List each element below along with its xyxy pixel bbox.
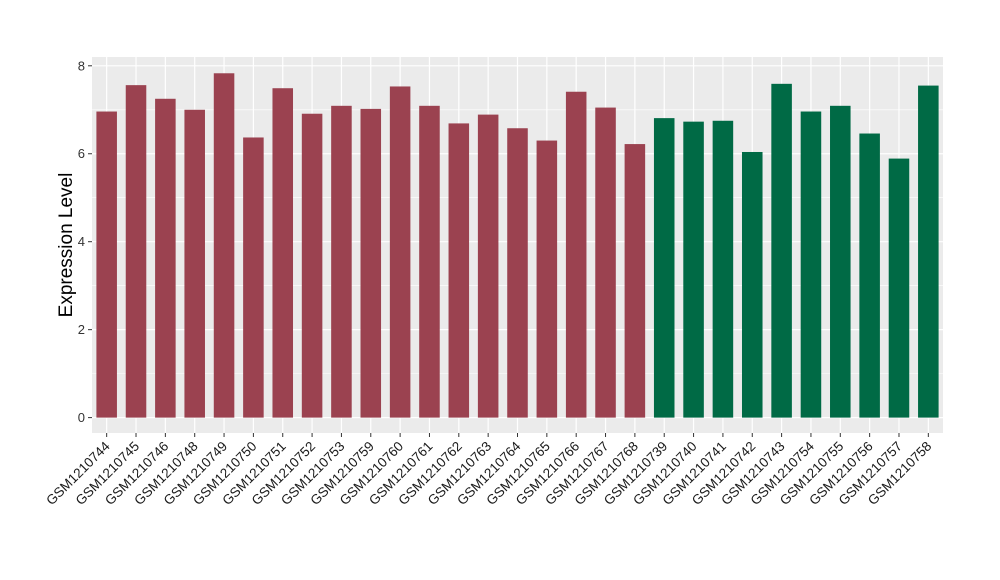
bar-GSM1210741 xyxy=(712,120,734,418)
bar-GSM1210748 xyxy=(184,109,205,418)
bar-GSM1210767 xyxy=(595,107,616,418)
bar-GSM1210758 xyxy=(918,85,939,418)
bar-GSM1210755 xyxy=(830,105,851,418)
bar-GSM1210753 xyxy=(331,105,352,418)
bar-GSM1210740 xyxy=(683,121,704,418)
x-axis: GSM1210744GSM1210745GSM1210746GSM1210748… xyxy=(43,433,934,508)
bar-GSM1210765 xyxy=(536,140,558,418)
y-tick-label: 2 xyxy=(78,322,85,337)
bar-GSM1210760 xyxy=(389,86,411,418)
bar-GSM1210751 xyxy=(272,88,294,418)
bar-GSM1210766 xyxy=(565,91,587,418)
bar-GSM1210749 xyxy=(213,73,235,418)
bar-GSM1210752 xyxy=(301,113,323,418)
y-tick-label: 0 xyxy=(78,410,85,425)
bar-GSM1210761 xyxy=(419,105,440,418)
bars xyxy=(96,73,939,418)
y-tick-label: 4 xyxy=(78,234,85,249)
bar-GSM1210745 xyxy=(125,85,147,418)
bar-GSM1210757 xyxy=(888,158,910,418)
bar-GSM1210756 xyxy=(859,133,880,418)
y-tick-label: 8 xyxy=(78,58,85,73)
y-axis: 0 2 4 6 8 xyxy=(78,58,92,425)
bar-GSM1210762 xyxy=(448,123,470,418)
y-axis-title: Expression Level xyxy=(56,173,77,318)
bar-GSM1210768 xyxy=(624,144,646,418)
bar-GSM1210743 xyxy=(771,83,792,418)
bar-GSM1210763 xyxy=(477,114,499,418)
bar-GSM1210764 xyxy=(507,128,528,418)
bar-GSM1210739 xyxy=(653,118,675,418)
bar-GSM1210746 xyxy=(155,98,176,418)
y-tick-label: 6 xyxy=(78,146,85,161)
bar-GSM1210742 xyxy=(741,151,763,418)
bar-GSM1210744 xyxy=(96,111,117,418)
bar-GSM1210754 xyxy=(800,111,822,418)
bar-GSM1210750 xyxy=(243,137,264,418)
bar-GSM1210759 xyxy=(360,108,382,418)
